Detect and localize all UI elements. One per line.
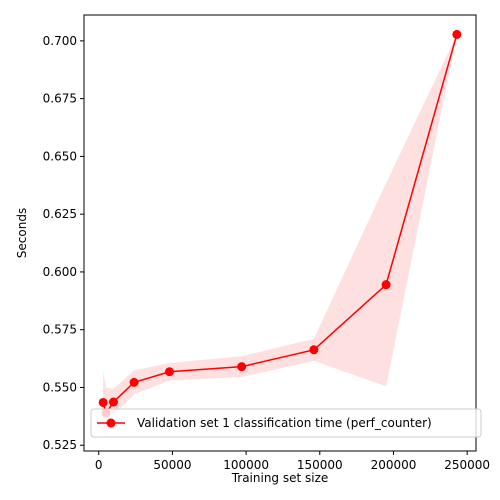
x-tick-label: 0 [95, 458, 103, 472]
y-tick-label: 0.550 [43, 380, 77, 394]
y-tick-label: 0.625 [43, 207, 77, 221]
y-tick-label: 0.575 [43, 323, 77, 337]
x-tick-label: 150000 [297, 458, 343, 472]
x-tick-label: 200000 [371, 458, 417, 472]
data-point [98, 397, 108, 407]
y-tick-label: 0.650 [43, 149, 77, 163]
x-tick-label: 250000 [444, 458, 490, 472]
y-tick-label: 0.600 [43, 265, 77, 279]
data-point [452, 29, 462, 39]
x-axis-ticks: 0 50000 100000 150000 200000 250000 [95, 451, 490, 472]
series-markers-layer [98, 29, 462, 418]
x-tick-label: 100000 [223, 458, 269, 472]
legend: Validation set 1 classification time (pe… [90, 408, 482, 438]
data-point [381, 280, 391, 290]
y-tick-label: 0.675 [43, 92, 77, 106]
plot-area-frame [83, 14, 477, 452]
confidence-band-layer [103, 34, 457, 439]
legend-entry-label: Validation set 1 classification time (pe… [137, 416, 432, 430]
confidence-band [103, 34, 457, 439]
data-point [164, 367, 174, 377]
legend-box [90, 408, 482, 438]
legend-marker-sample [106, 418, 116, 428]
y-tick-label: 0.700 [43, 34, 77, 48]
x-axis-label: Training set size [231, 471, 329, 485]
data-point [108, 397, 118, 407]
data-point [237, 362, 247, 372]
y-axis-ticks: 0.525 0.550 0.575 0.600 0.625 0.650 0.675 0.700 [43, 34, 84, 452]
x-tick-label: 50000 [153, 458, 191, 472]
data-point [129, 377, 139, 387]
data-point [309, 345, 319, 355]
y-axis-label: Seconds [15, 208, 29, 258]
y-tick-label: 0.525 [43, 438, 77, 452]
